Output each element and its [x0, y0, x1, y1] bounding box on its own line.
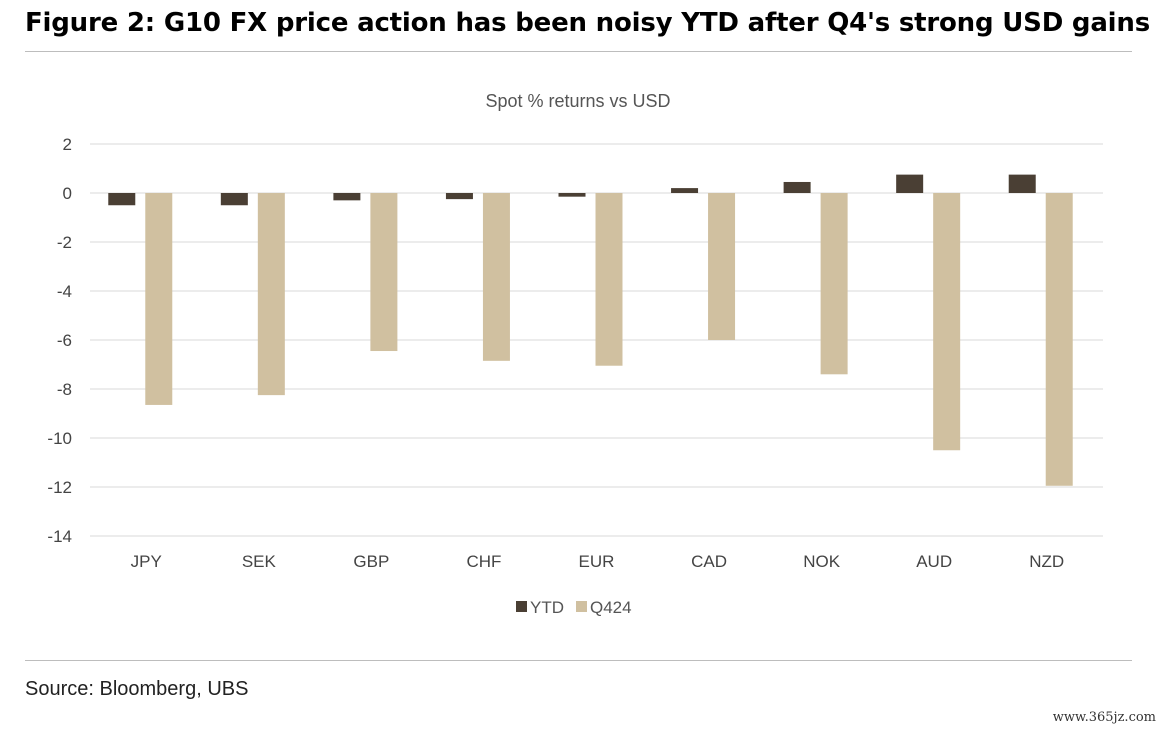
category-label: SEK	[242, 552, 277, 571]
source-note: Source: Bloomberg, UBS	[25, 678, 249, 700]
category-label: JPY	[131, 552, 162, 571]
category-label: GBP	[353, 552, 389, 571]
category-label: NZD	[1029, 552, 1064, 571]
y-tick-label: -14	[47, 527, 72, 546]
legend-label-ytd: YTD	[530, 598, 564, 617]
legend-label-q424: Q424	[590, 598, 632, 617]
title-rule	[25, 51, 1132, 52]
y-tick-label: -6	[57, 331, 72, 350]
bar-q424-nok	[820, 193, 848, 375]
bar-ytd-cad	[671, 188, 699, 193]
y-tick-label: 2	[63, 135, 72, 154]
source-rule	[25, 660, 1132, 661]
bar-q424-chf	[482, 193, 510, 361]
x-axis-categories: JPY SEK GBP CHF EUR CAD NOK AUD NZD	[131, 552, 1065, 571]
category-label: NOK	[803, 552, 841, 571]
bar-q424-aud	[933, 193, 961, 451]
bar-ytd-chf	[445, 193, 473, 200]
y-tick-label: 0	[63, 184, 72, 203]
bar-ytd-aud	[896, 174, 924, 193]
bar-q424-eur	[595, 193, 623, 366]
legend-swatch-ytd	[516, 601, 527, 612]
bar-ytd-gbp	[333, 193, 361, 201]
bar-chart: Spot % returns vs USD 2 0 -2 -4 -6 -8 -10 -12 -1…	[47, 91, 1103, 617]
y-tick-label: -8	[57, 380, 72, 399]
bar-ytd-eur	[558, 193, 586, 197]
bar-ytd-jpy	[108, 193, 136, 206]
y-tick-label: -12	[47, 478, 72, 497]
bar-ytd-sek	[220, 193, 248, 206]
bar-q424-sek	[257, 193, 285, 396]
y-tick-label: -4	[57, 282, 72, 301]
bar-q424-jpy	[145, 193, 173, 405]
bar-ytd-nok	[783, 181, 811, 193]
figure-title: Figure 2: G10 FX price action has been n…	[25, 8, 1150, 38]
y-axis-ticks: 2 0 -2 -4 -6 -8 -10 -12 -14	[47, 135, 72, 546]
chart-subtitle: Spot % returns vs USD	[485, 91, 670, 111]
legend-swatch-q424	[576, 601, 587, 612]
bars	[108, 174, 1073, 486]
bar-q424-cad	[708, 193, 736, 340]
watermark: www.365jz.com	[1052, 710, 1156, 725]
category-label: EUR	[579, 552, 615, 571]
category-label: AUD	[916, 552, 952, 571]
category-label: CHF	[466, 552, 501, 571]
y-tick-label: -2	[57, 233, 72, 252]
bar-q424-nzd	[1045, 193, 1073, 486]
bar-ytd-nzd	[1008, 174, 1036, 193]
category-label: CAD	[691, 552, 727, 571]
bar-q424-gbp	[370, 193, 398, 352]
y-tick-label: -10	[47, 429, 72, 448]
legend: YTD Q424	[516, 598, 632, 617]
